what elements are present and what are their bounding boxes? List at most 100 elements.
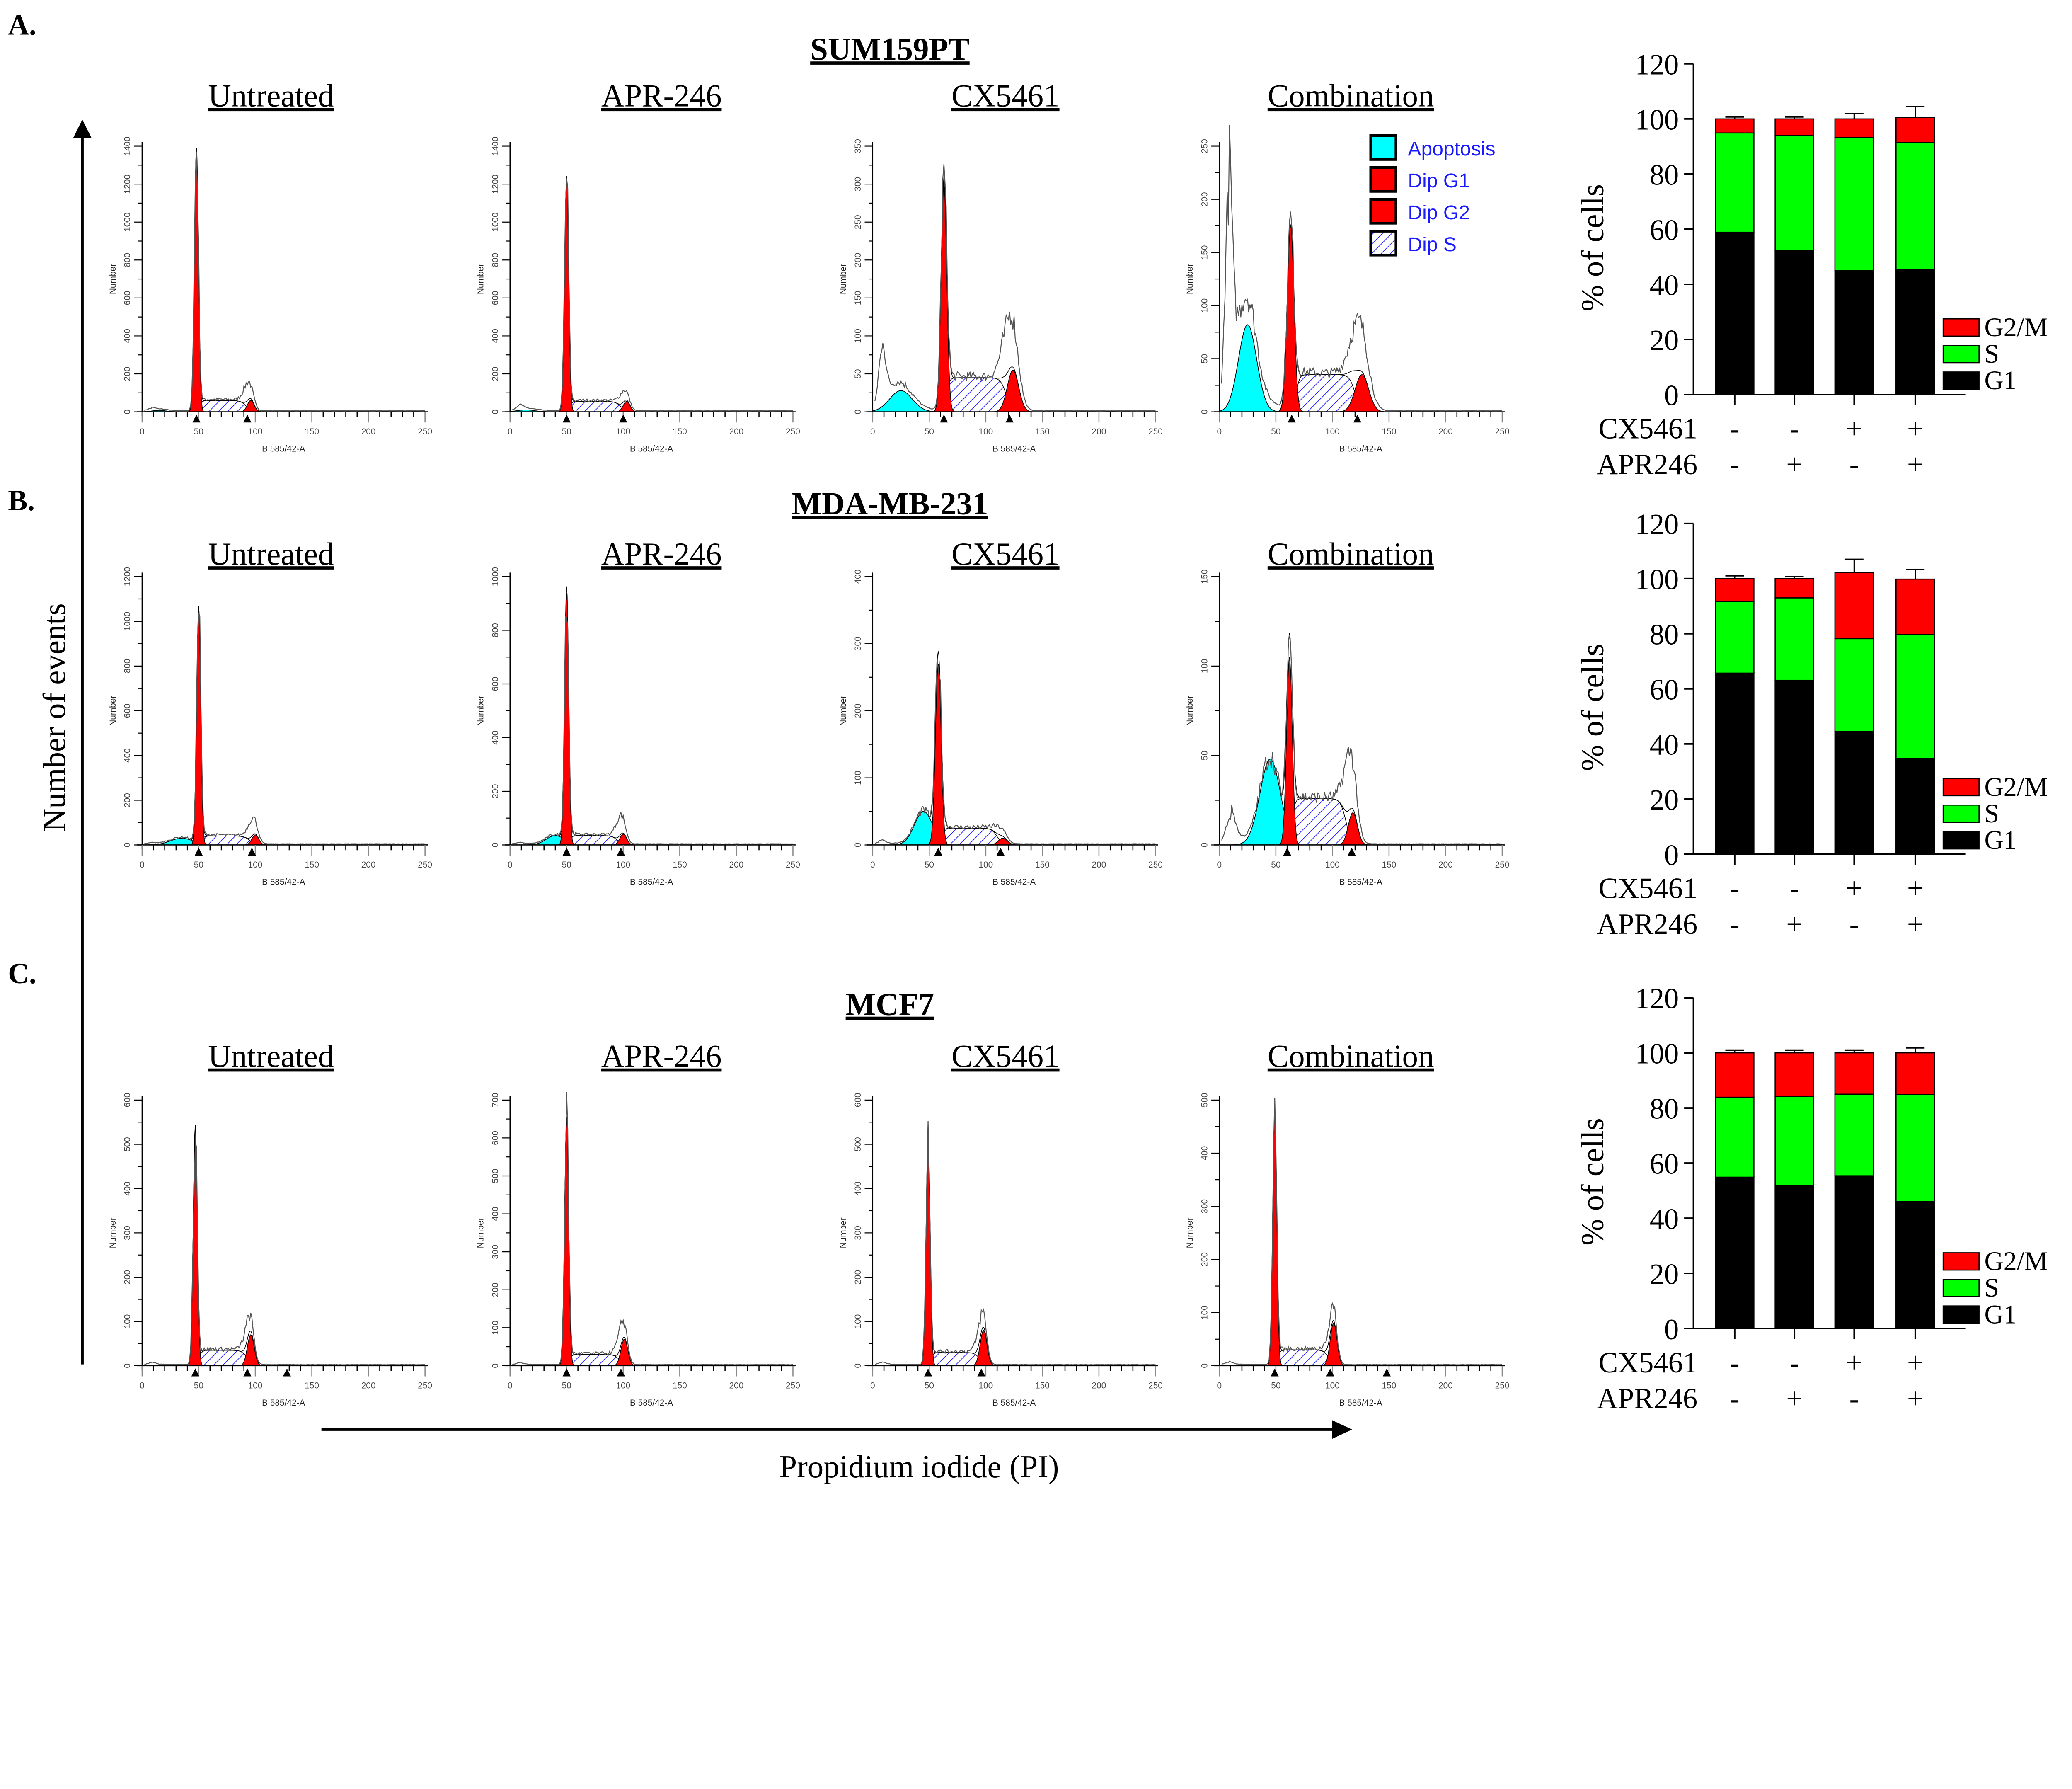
peak-marker-icon [1326,1368,1334,1377]
bar-segment-s [1895,634,1935,759]
x-tick-label: 100 [1325,860,1340,870]
dip-g1-peak [1219,1116,1502,1366]
x-tick-label: 100 [978,860,993,870]
legend-swatch [1942,831,1980,850]
y-tick-label: 0 [491,410,500,415]
condition-sign: - [1849,448,1859,481]
x-axis-label: B 585/42-A [1339,878,1382,887]
y-axis-label: % of cells [1575,1118,1610,1246]
bar-segment-s [1834,137,1874,272]
x-tick-label: 0 [1217,427,1222,436]
legend-swatch [1942,778,1980,797]
dip-s-region [142,1350,425,1366]
x-tick-label: 100 [248,860,263,870]
figure: Number of events Propidium iodide (PI) A… [8,9,2048,1484]
histogram-A-2: 0 50 100 150 200 250 0 200 400 600 800 1000 1200 1400… [476,136,800,453]
condition-sign: + [1846,413,1862,445]
x-axis-label: B 585/42-A [630,878,673,887]
y-tick-label: 80 [1650,618,1679,651]
bar-segment-g2m [1715,1052,1755,1098]
y-axis-label: Number [108,264,118,294]
x-tick-label: 100 [248,427,263,436]
condition-title: APR-246 [601,78,722,113]
x-tick-label: 250 [1495,1381,1510,1390]
condition-sign: - [1849,1382,1859,1415]
legend-label: Dip S [1408,233,1457,256]
x-tick-label: 250 [1148,427,1163,436]
legend-label: S [1984,799,1999,828]
y-tick-label: 150 [1200,570,1209,584]
dip-g1-peak [510,1119,793,1366]
y-tick-label: 100 [1200,659,1209,673]
raw-histogram-trace [512,615,793,845]
y-tick-label: 350 [853,139,863,153]
x-tick-label: 100 [248,1381,263,1390]
legend-swatch [1942,318,1980,337]
y-tick-label: 200 [491,784,500,799]
dip-g1-peak [872,664,1156,846]
x-tick-label: 100 [1325,427,1340,436]
x-tick-label: 100 [616,860,630,870]
x-tick-label: 50 [562,860,571,870]
condition-sign: - [1730,448,1739,481]
bar-segment-s [1715,132,1755,233]
histogram-A-3: 0 50 100 150 200 250 0 50 100 150 200 250 300 350 Numb… [839,139,1163,454]
bar-segment-g1 [1774,250,1814,395]
bar-segment-g1 [1895,269,1935,395]
peak-marker-icon [562,414,571,423]
bar-segment-g1 [1715,1176,1755,1329]
x-tick-label: 50 [194,1381,203,1390]
y-tick-label: 0 [1200,843,1209,848]
condition-sign: - [1789,413,1799,445]
peak-marker-icon [924,1368,932,1377]
condition-sign: - [1789,1347,1799,1379]
peak-marker-icon [940,414,948,423]
x-tick-label: 150 [673,1381,687,1390]
peak-marker-icon [192,414,201,423]
condition-title: CX5461 [951,536,1060,572]
x-tick-label: 200 [1092,860,1106,870]
condition-label: CX5461 [1598,413,1697,445]
legend-label: G1 [1984,366,2016,395]
bar-segment-g2m [1895,578,1935,635]
y-tick-label: 1000 [123,213,132,232]
x-axis-label: B 585/42-A [992,878,1036,887]
y-tick-label: 300 [853,637,863,651]
x-tick-label: 200 [1092,1381,1106,1390]
y-tick-label: 0 [1664,380,1679,412]
histogram-B-2: 0 50 100 150 200 250 0 200 400 600 800 1000 Number B … [476,567,800,887]
x-tick-label: 150 [1382,860,1397,870]
dip-g2-peak [142,400,425,412]
x-tick-label: 0 [508,860,513,870]
y-tick-label: 400 [853,570,863,584]
x-tick-label: 200 [361,1381,376,1390]
y-tick-label: 1400 [491,136,500,155]
peak-marker-icon [617,1368,625,1377]
y-tick-label: 250 [853,215,863,229]
x-tick-label: 250 [418,860,432,870]
y-tick-label: 1000 [123,612,132,631]
y-tick-label: 600 [853,1093,863,1107]
y-tick-label: 800 [491,253,500,267]
bar-segment-s [1834,1093,1874,1176]
cell-line-title: MCF7 [846,987,934,1022]
x-tick-label: 150 [1382,1381,1397,1390]
y-tick-label: 0 [491,1363,500,1368]
y-axis-label: Number [1185,264,1195,294]
raw-histogram-trace [144,151,425,412]
y-tick-label: 600 [491,677,500,691]
x-tick-label: 0 [508,1381,513,1390]
x-tick-label: 100 [616,427,630,436]
y-tick-label: 50 [853,369,863,378]
histogram-legend: Apoptosis Dip G1 Dip G2 Dip S [1369,134,1496,257]
x-tick-label: 150 [305,427,319,436]
legend-label: Apoptosis [1408,138,1495,160]
peak-marker-icon [1353,414,1362,423]
y-tick-label: 60 [1650,214,1679,247]
condition-sign: - [1849,908,1859,941]
cell-line-title: SUM159PT [810,31,970,67]
peak-marker-icon [1382,1368,1391,1377]
x-tick-label: 0 [870,860,875,870]
bar-segment-g2m [1834,572,1874,640]
